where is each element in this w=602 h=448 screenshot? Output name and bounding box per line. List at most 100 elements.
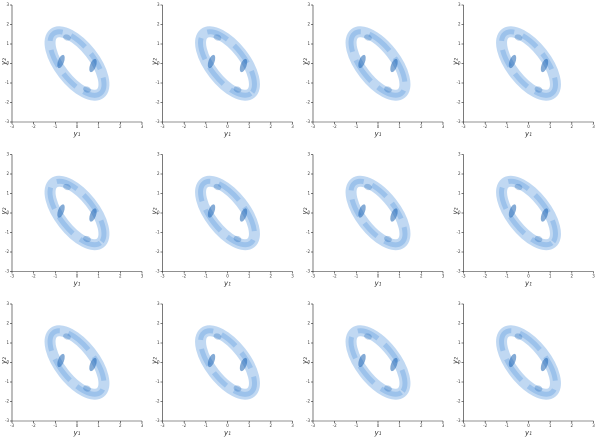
y-tick-label: 3 <box>307 301 310 306</box>
density-peak <box>358 353 366 368</box>
y-axis-label: y₂ <box>452 58 460 66</box>
density-peak <box>390 208 398 222</box>
y-axis-label: y₂ <box>301 357 309 365</box>
density-peak <box>534 385 543 392</box>
y-tick-label: 3 <box>6 2 9 7</box>
density-peak <box>540 58 549 73</box>
y-tick-label: 3 <box>307 2 310 7</box>
y-tick-label: 0 <box>6 210 9 215</box>
y-tick-label: -3 <box>306 119 310 124</box>
density-peak <box>239 357 248 372</box>
x-tick-label: 1 <box>248 124 251 129</box>
panel: -3 -2 -1 0 1 2 3 -3 -2 -1 0 1 2 3 y₁ y₂ <box>0 301 144 437</box>
density-peak <box>233 235 242 243</box>
density-peak <box>384 235 392 243</box>
y-tick-label: 2 <box>307 321 310 326</box>
x-tick-label: 1 <box>97 124 100 129</box>
y-tick-label: -3 <box>156 418 160 423</box>
x-tick-label: -2 <box>32 124 36 129</box>
y-tick-label: 0 <box>458 360 461 365</box>
density-peak <box>358 204 366 218</box>
density-peak <box>534 86 543 93</box>
x-tick-label: -2 <box>483 423 487 428</box>
y-tick-label: -3 <box>457 269 461 274</box>
x-tick-label: 1 <box>549 124 552 129</box>
x-tick-label: -2 <box>32 274 36 279</box>
x-tick-label: -1 <box>53 423 57 428</box>
density-ring-core <box>348 29 408 98</box>
x-tick-label: -1 <box>53 274 57 279</box>
density-peak <box>540 357 549 372</box>
y-tick-label: -2 <box>156 249 160 254</box>
y-tick-label: -2 <box>156 100 160 105</box>
density-peak <box>89 357 97 372</box>
density-ring <box>44 175 110 251</box>
y-tick-label: 1 <box>458 41 461 46</box>
x-tick-label: 1 <box>398 274 401 279</box>
density-peak <box>57 353 65 368</box>
x-tick-label: 0 <box>377 274 380 279</box>
y-tick-label: 0 <box>157 61 160 66</box>
x-axis-label: y₁ <box>73 429 81 437</box>
density-ring <box>44 325 110 400</box>
x-tick-label: 3 <box>592 274 595 279</box>
panel: -3 -2 -1 0 1 2 3 -3 -2 -1 0 1 2 3 y₁ y₂ <box>452 301 596 437</box>
x-tick-label: -3 <box>462 274 466 279</box>
x-axis-label: y₁ <box>524 280 532 288</box>
y-tick-label: 1 <box>307 41 310 46</box>
x-tick-label: 2 <box>420 423 423 428</box>
y-tick-label: 3 <box>157 152 160 157</box>
x-tick-label: 3 <box>141 423 144 428</box>
y-axis-label: y₂ <box>151 207 159 215</box>
x-tick-label: 2 <box>420 274 423 279</box>
x-tick-label: 1 <box>97 274 100 279</box>
density-peak <box>508 204 517 218</box>
density-peak <box>89 58 97 73</box>
x-tick-label: -3 <box>161 423 165 428</box>
y-tick-label: 3 <box>6 301 9 306</box>
density-ring <box>195 26 260 101</box>
x-tick-label: 3 <box>442 274 445 279</box>
density-peak <box>364 34 372 41</box>
y-tick-label: -2 <box>306 399 310 404</box>
y-tick-label: -1 <box>156 80 160 85</box>
x-tick-label: -2 <box>333 124 337 129</box>
x-tick-label: 3 <box>592 124 595 129</box>
x-tick-label: 3 <box>291 124 294 129</box>
density-peak <box>508 54 517 69</box>
density-peak <box>239 208 248 222</box>
y-tick-label: 3 <box>458 301 461 306</box>
y-axis-label: y₂ <box>151 357 159 365</box>
density-peak <box>534 235 543 243</box>
x-tick-label: 0 <box>76 274 79 279</box>
y-tick-label: -3 <box>5 269 9 274</box>
y-tick-label: 2 <box>458 171 461 176</box>
x-tick-label: 3 <box>592 423 595 428</box>
x-axis-label: y₁ <box>223 130 231 138</box>
y-axis-label: y₂ <box>452 357 460 365</box>
density-ring <box>345 175 411 251</box>
panel: -3 -2 -1 0 1 2 3 -3 -2 -1 0 1 2 3 y₁ y₂ <box>151 301 295 437</box>
x-tick-label: -2 <box>32 423 36 428</box>
y-tick-label: 1 <box>458 191 461 196</box>
y-tick-label: 2 <box>6 22 9 27</box>
density-peak <box>514 183 523 191</box>
density-peak <box>508 353 517 368</box>
x-tick-label: 2 <box>119 274 122 279</box>
density-ring-core <box>198 328 257 397</box>
x-axis-label: y₁ <box>223 429 231 437</box>
density-peak <box>233 86 242 93</box>
y-tick-label: 0 <box>6 360 9 365</box>
y-tick-label: -3 <box>457 418 461 423</box>
y-tick-label: -3 <box>5 418 9 423</box>
y-tick-label: 0 <box>458 61 461 66</box>
x-tick-label: 1 <box>248 423 251 428</box>
y-tick-label: 3 <box>307 152 310 157</box>
panel: -3 -2 -1 0 1 2 3 -3 -2 -1 0 1 2 3 y₁ y₂ <box>301 2 445 138</box>
x-tick-label: 0 <box>226 274 229 279</box>
y-tick-label: -1 <box>457 80 461 85</box>
x-tick-label: -3 <box>311 124 315 129</box>
y-axis-label: y₂ <box>301 207 309 215</box>
y-tick-label: -1 <box>457 230 461 235</box>
